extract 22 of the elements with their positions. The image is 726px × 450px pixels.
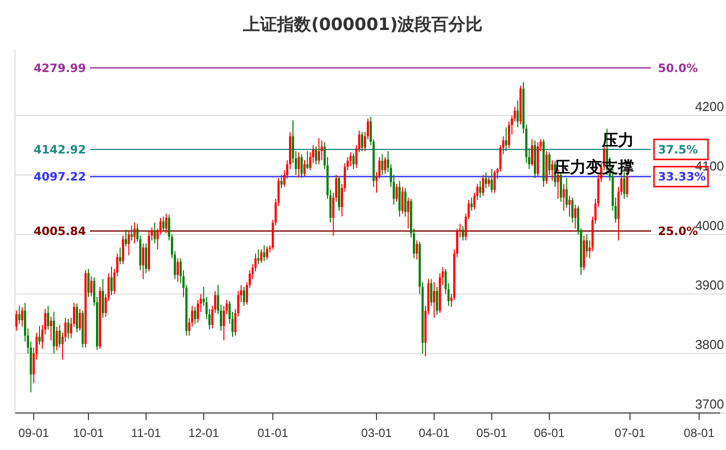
x-tick-label: 10-01 [73,426,104,440]
x-tick-label: 12-01 [188,426,220,440]
x-tick-label: 08-01 [684,426,715,440]
ref-line-label: 4097.22 [34,170,86,184]
x-tick-label: 04-01 [418,426,450,440]
y-tick-label: 4200 [695,98,724,114]
x-tick-label: 09-01 [18,426,50,440]
x-tick-label: 03-01 [361,426,392,440]
y-tick-label: 3800 [695,336,724,352]
annotation: 50.0% [658,60,698,75]
x-tick-label: 06-01 [534,426,566,440]
x-tick-label: 01-01 [257,426,288,440]
ref-line-label: 4142.92 [34,142,86,156]
x-tick-label: 07-01 [614,426,646,440]
y-tick-label: 3900 [695,277,724,292]
x-tick-label: 05-01 [476,426,508,440]
annotation: 37.5% [658,142,698,156]
x-tick-label: 11-01 [131,426,162,440]
ref-line-label: 4279.99 [34,60,86,75]
ref-line-label: 4005.84 [34,224,86,238]
y-tick-label: 3700 [695,396,724,412]
chart-title: 上证指数(000001)波段百分比 [242,15,483,35]
